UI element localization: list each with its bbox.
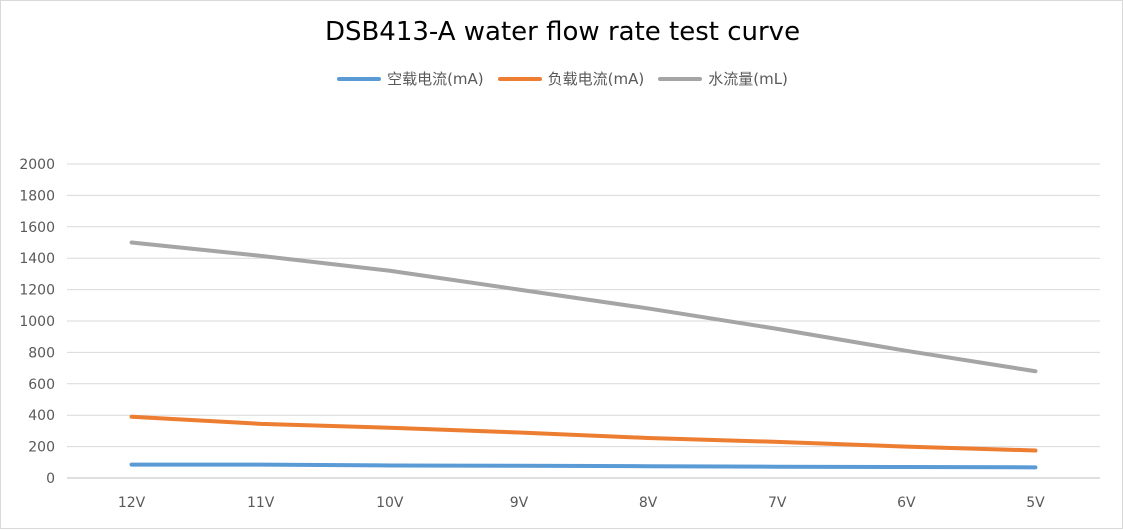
legend-label-water-flow: 水流量(mL) <box>708 70 788 88</box>
y-tick-label: 800 <box>28 345 55 361</box>
series-line-2 <box>129 240 1038 374</box>
x-tick-label: 9V <box>510 495 529 511</box>
y-tick-label: 200 <box>28 440 55 456</box>
legend-swatch-no-load-current <box>337 76 382 81</box>
x-tick-label: 5V <box>1026 495 1045 511</box>
y-tick-label: 1600 <box>19 220 55 236</box>
y-tick-label: 1800 <box>19 188 55 204</box>
legend-label-load-current: 负载电流(mA) <box>547 70 645 88</box>
legend-swatch-load-current <box>497 76 542 81</box>
y-tick-label: 1000 <box>19 314 55 330</box>
legend-swatch-water-flow <box>658 76 703 81</box>
y-tick-label: 400 <box>28 408 55 424</box>
chart-title: DSB413-A water flow rate test curve <box>324 17 801 47</box>
y-tick-label: 2000 <box>19 157 55 173</box>
x-tick-label: 11V <box>247 495 275 511</box>
legend-item-load-current: 负载电流(mA) <box>497 68 645 89</box>
legend-label-no-load-current: 空载电流(mA) <box>387 70 484 88</box>
x-tick-label: 8V <box>639 495 658 511</box>
series-line-0 <box>129 462 1038 470</box>
y-tick-label: 0 <box>46 471 55 487</box>
x-tick-label: 12V <box>118 495 146 511</box>
y-tick-label: 1400 <box>19 251 55 267</box>
x-tick-label: 10V <box>376 495 404 511</box>
legend-item-water-flow: 水流量(mL) <box>658 68 788 89</box>
y-tick-label: 600 <box>28 377 55 393</box>
legend-item-no-load-current: 空载电流(mA) <box>337 68 484 89</box>
series-line-1 <box>129 414 1038 453</box>
chart-legend: 空载电流(mA) 负载电流(mA) 水流量(mL) <box>1 68 1123 89</box>
x-tick-label: 6V <box>897 495 916 511</box>
y-tick-label: 1200 <box>19 283 55 299</box>
x-tick-label: 7V <box>768 495 787 511</box>
